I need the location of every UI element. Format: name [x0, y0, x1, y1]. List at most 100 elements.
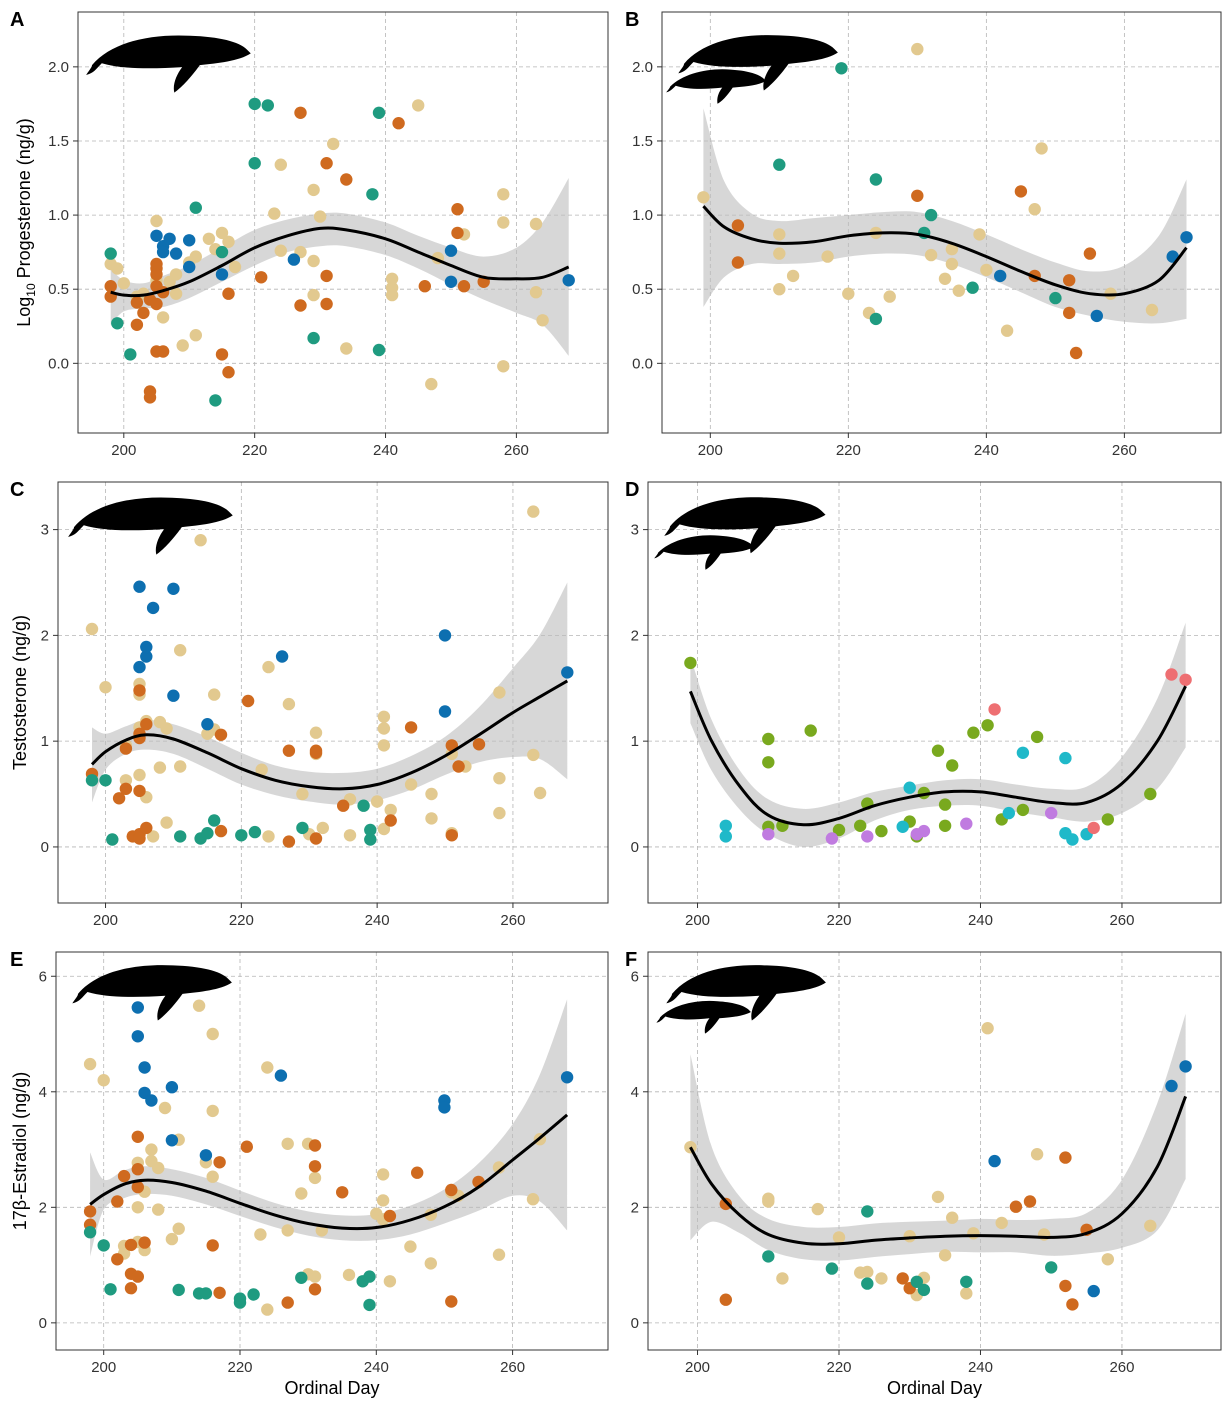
- panel-f: 200 220 240 260 0 2 4 6F Ordinal Day: [625, 949, 1222, 1398]
- panel-d-xtick-label-2: 240: [968, 912, 993, 929]
- panel-c-point-tan-28: [309, 726, 323, 739]
- panel-d-letter: D: [625, 479, 639, 501]
- panel-e-point-tan-46: [526, 1193, 540, 1206]
- panel-a-point-blue-9: [444, 244, 458, 257]
- panel-f-point-tan-18: [995, 1216, 1008, 1230]
- panel-e-point-tan-33: [342, 1268, 356, 1282]
- panel-a-ytick-label-2: 1.0: [48, 207, 69, 224]
- panel-a-ytick-label-1: 0.5: [48, 281, 69, 298]
- panel-a-point-orange-7: [143, 391, 157, 404]
- panel-a-point-tan-30: [385, 272, 399, 285]
- panel-a-point-blue-0: [150, 229, 163, 242]
- panel-e-point-blue-1: [131, 1030, 144, 1043]
- panel-b-ytick-label-4: 2.0: [632, 59, 653, 76]
- panel-a-point-orange-23: [320, 269, 333, 283]
- panel-f-point-blue-0: [988, 1154, 1001, 1168]
- panel-d-point-pink-2: [1165, 668, 1178, 681]
- panel-a-point-teal-10: [366, 188, 379, 201]
- panel-d-point-green-0: [684, 656, 697, 670]
- panel-c-letter: C: [10, 479, 24, 501]
- panel-a-point-tan-22: [274, 244, 287, 257]
- panel-b-ytick-label-1: 0.5: [632, 281, 653, 298]
- panel-b-frame: [661, 11, 1222, 434]
- panel-d-point-pink-0: [988, 703, 1001, 716]
- panel-e-xtick-label-0: 200: [91, 1359, 116, 1376]
- panel-a-point-tan-26: [307, 254, 320, 268]
- panel-d-point-green-2: [762, 756, 775, 769]
- panel-e-point-blue-5: [165, 1081, 179, 1094]
- panel-a-point-teal-0: [104, 247, 117, 260]
- panel-a-xtick-label-1: 220: [242, 442, 267, 459]
- panel-d-ytick-label-3: 3: [631, 522, 639, 539]
- panel-c-xtick-label-1: 220: [229, 912, 254, 929]
- panel-b-point-tan-15: [952, 284, 965, 297]
- panel-c-ylabel: Testosterone (ng/g): [10, 615, 30, 770]
- panel-f-point-teal-1: [825, 1262, 839, 1275]
- panel-e-point-tan-38: [383, 1275, 397, 1288]
- panel-d-point-cyan-2: [903, 781, 916, 794]
- panel-b-point-tan-18: [1000, 324, 1014, 337]
- panel-f-point-tan-5: [832, 1231, 846, 1244]
- panel-c-point-teal-6: [235, 829, 248, 842]
- panel-e-point-tan-45: [492, 1248, 506, 1261]
- panel-c-point-teal-7: [248, 825, 262, 839]
- panel-e-point-blue-2: [138, 1061, 151, 1074]
- panel-b-fit-line: [702, 205, 1188, 297]
- panel-c-point-blue-2: [140, 650, 153, 663]
- panel-c-point-tan-36: [377, 739, 391, 752]
- panel-e-xtick-label-1: 220: [227, 1359, 252, 1376]
- panel-f-point-tan-15: [960, 1287, 973, 1300]
- panel-e-point-orange-17: [281, 1296, 294, 1309]
- panel-a-point-tan-11: [176, 339, 189, 352]
- panel-d-frame: [647, 481, 1222, 904]
- panel-c-points: [85, 505, 574, 848]
- panel-a-point-orange-28: [451, 203, 464, 216]
- panel-e-point-orange-24: [445, 1183, 458, 1197]
- panel-e-point-tan-31: [308, 1270, 322, 1283]
- panel-e-point-tan-39: [404, 1240, 417, 1253]
- panel-c-point-tan-47: [493, 806, 506, 820]
- panel-e-ytick-label-3: 6: [39, 968, 47, 985]
- panel-a-point-orange-10: [150, 268, 163, 281]
- panel-b-point-tan-9: [883, 290, 896, 303]
- panel-e-point-tan-20: [206, 1104, 219, 1118]
- panel-e-point-orange-12: [138, 1236, 151, 1249]
- panel-c-point-orange-25: [445, 829, 458, 842]
- panel-e-point-teal-5: [199, 1287, 213, 1300]
- panel-e-point-orange-2: [111, 1253, 124, 1266]
- panel-e-ytick-label-2: 4: [39, 1084, 47, 1101]
- panel-a-point-tan-24: [307, 288, 320, 302]
- panel-e-point-tan-22: [254, 1228, 267, 1241]
- panel-e-point-tan-41: [424, 1257, 437, 1270]
- panel-c-point-tan-34: [377, 710, 391, 723]
- panel-a-point-tan-10: [169, 268, 183, 281]
- panel-c-point-blue-1: [133, 660, 146, 674]
- panel-b-point-tan-10: [911, 42, 924, 56]
- panel-b-point-tan-5: [821, 250, 834, 263]
- panel-c-point-orange-14: [214, 824, 228, 838]
- panel-b-point-orange-6: [1063, 306, 1076, 320]
- panel-e-point-teal-1: [97, 1239, 110, 1252]
- panel-c-point-blue-0: [133, 580, 146, 593]
- panel-e-ytick-label-1: 2: [39, 1199, 47, 1216]
- panel-c-point-orange-11: [140, 718, 153, 731]
- panel-a-point-teal-9: [307, 331, 320, 345]
- panel-f-point-orange-5: [1023, 1195, 1037, 1208]
- panel-b-point-tan-11: [924, 248, 938, 262]
- panel-e-point-tan-26: [281, 1224, 294, 1237]
- panel-a-point-tan-42: [536, 314, 549, 327]
- panel-a-point-tan-14: [189, 250, 202, 263]
- panel-a-point-teal-2: [124, 348, 137, 361]
- panel-e: 200 220 240 260 0 2 4 6E 17β-Estradiol (ng/g) Ord…: [10, 949, 609, 1398]
- panel-a-point-tan-40: [529, 217, 543, 231]
- panel-a-point-teal-5: [215, 245, 229, 259]
- panel-e-point-blue-10: [438, 1101, 451, 1114]
- panel-f-point-orange-6: [1059, 1151, 1072, 1164]
- panel-d-point-green-22: [1144, 787, 1157, 801]
- panel-e-point-tan-30: [308, 1171, 322, 1185]
- panel-e-point-orange-8: [131, 1130, 144, 1144]
- panel-e-point-tan-19: [206, 1027, 219, 1041]
- panel-f-point-blue-3: [1179, 1060, 1192, 1073]
- panel-e-confidence-band: [90, 999, 568, 1257]
